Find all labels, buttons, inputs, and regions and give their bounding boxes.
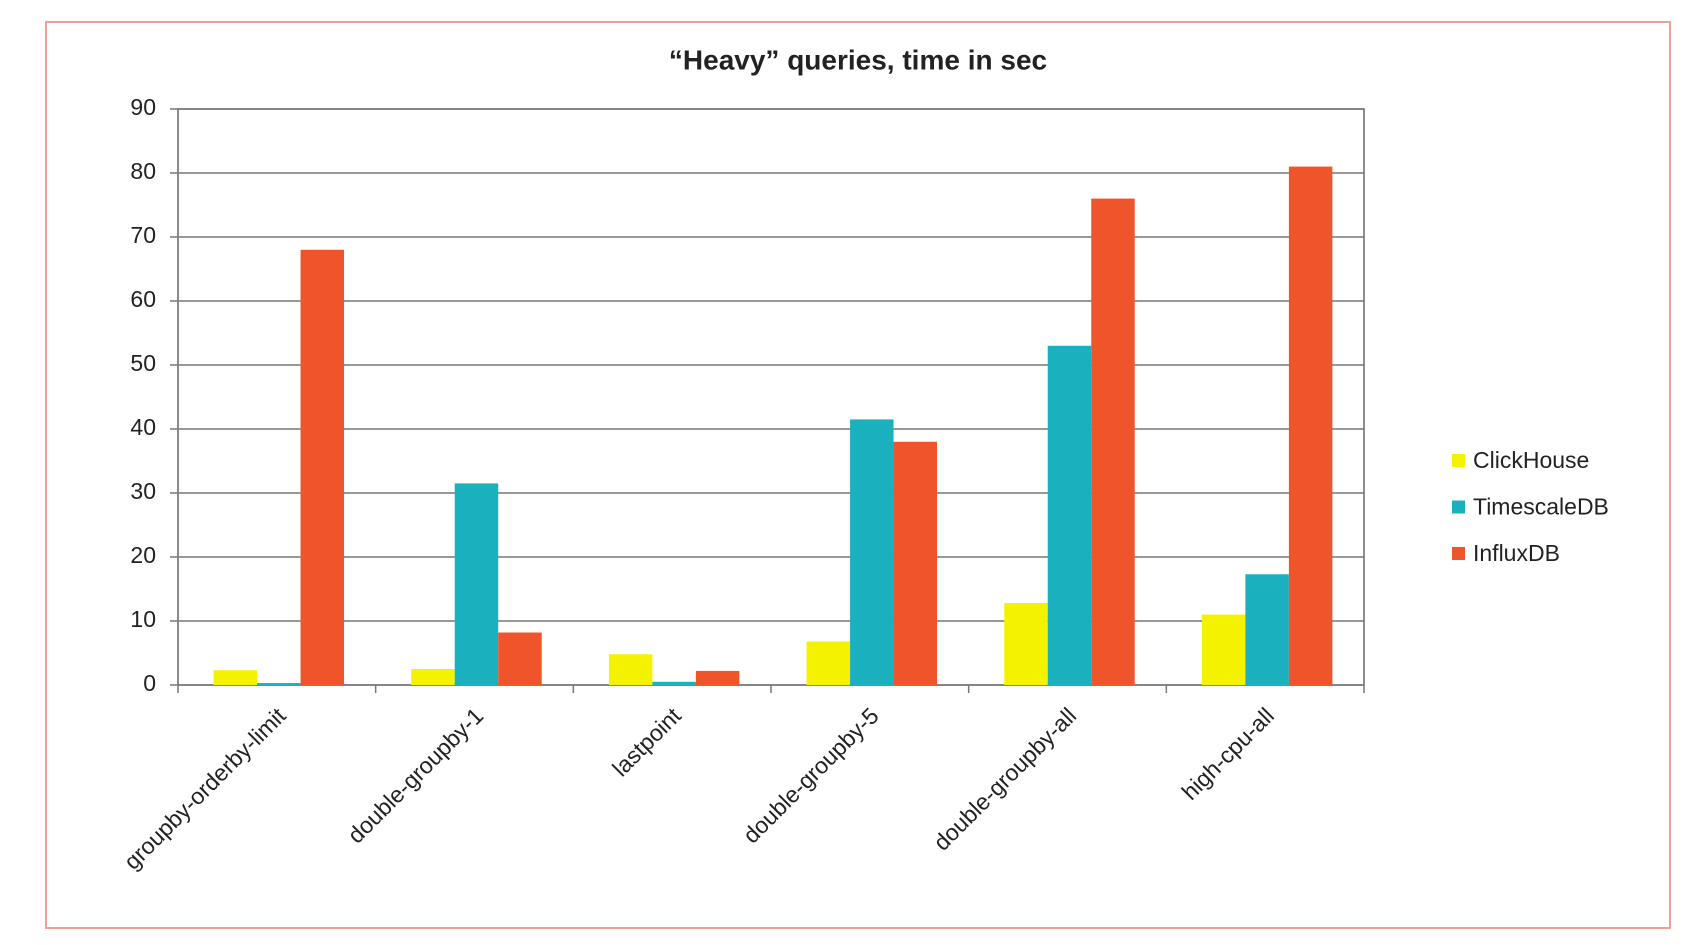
y-tick-label: 20 xyxy=(130,542,156,568)
legend-label: ClickHouse xyxy=(1473,447,1589,473)
bar xyxy=(213,670,258,685)
bar xyxy=(806,641,851,685)
y-tick-label: 40 xyxy=(130,414,156,440)
bar xyxy=(498,632,542,685)
y-tick-label: 30 xyxy=(130,478,156,504)
bar xyxy=(411,669,455,685)
bar xyxy=(454,483,499,685)
y-tick-label: 50 xyxy=(130,350,156,376)
y-tick-label: 90 xyxy=(130,94,156,120)
bar xyxy=(850,419,894,685)
y-tick-label: 80 xyxy=(130,158,156,184)
y-tick-label: 0 xyxy=(143,670,156,696)
legend-label: InfluxDB xyxy=(1473,540,1560,566)
legend-swatch xyxy=(1452,500,1465,514)
bar xyxy=(893,441,938,685)
y-tick-label: 10 xyxy=(130,606,156,632)
bar xyxy=(1245,574,1289,685)
y-tick-label: 60 xyxy=(130,286,156,312)
bar xyxy=(608,654,653,685)
legend-swatch xyxy=(1452,454,1465,467)
legend-swatch xyxy=(1452,547,1465,560)
legend-label: TimescaleDB xyxy=(1473,494,1609,520)
bar xyxy=(1047,345,1092,685)
bar xyxy=(652,681,696,685)
bar xyxy=(695,670,740,685)
y-tick-label: 70 xyxy=(130,222,156,248)
bar xyxy=(257,683,301,685)
bar xyxy=(1091,198,1135,685)
bar xyxy=(1004,603,1048,685)
bar xyxy=(1201,614,1246,685)
bar xyxy=(1288,166,1333,686)
bar xyxy=(300,249,345,686)
chart-title: “Heavy” queries, time in sec xyxy=(669,44,1047,75)
